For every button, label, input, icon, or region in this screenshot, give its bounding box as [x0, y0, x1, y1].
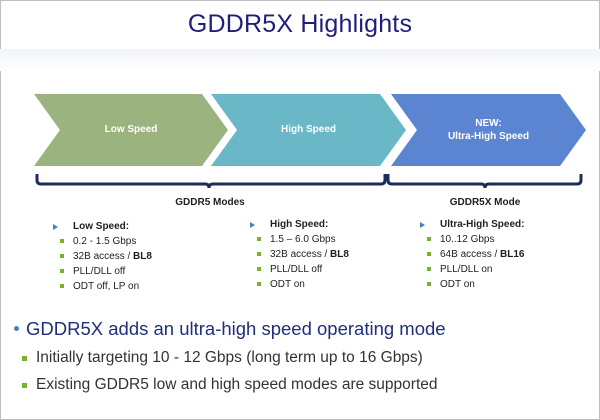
square-bullet-icon: [60, 239, 64, 243]
slide-title: GDDR5X Highlights: [187, 10, 413, 38]
column-high-speed: High Speed: 1.5 – 6.0 Gbps 32B access / …: [250, 219, 349, 292]
square-bullet-icon: [60, 284, 64, 288]
arrow-bullet-icon: [420, 222, 425, 228]
chevron-label-ultra-high-speed: NEW: Ultra-High Speed: [447, 118, 530, 142]
sub-bullet: Initially targeting 10 - 12 Gbps (long t…: [14, 349, 594, 367]
chevron-low-speed: [34, 94, 228, 166]
square-bullet-icon: [22, 356, 27, 361]
summary-bullets: GDDR5X adds an ultra-high speed operatin…: [14, 318, 594, 394]
column-low-speed: Low Speed: 0.2 - 1.5 Gbps 32B access / B…: [53, 221, 152, 294]
square-bullet-icon: [427, 267, 431, 271]
arrow-bullet-icon: [250, 222, 255, 228]
list-item: PLL/DLL on: [427, 262, 524, 277]
title-divider: [0, 49, 600, 71]
chevron-ultra-high-speed: [391, 94, 586, 166]
chevron-label-high-speed: High Speed: [280, 124, 336, 135]
square-bullet-icon: [257, 267, 261, 271]
list-item: ODT on: [427, 277, 524, 292]
list-item: PLL/DLL off: [257, 262, 349, 277]
square-bullet-icon: [257, 282, 261, 286]
brace-gddr5: [35, 174, 387, 189]
list-item: PLL/DLL off: [60, 264, 152, 279]
square-bullet-icon: [427, 252, 431, 256]
list-item: ODT off, LP on: [60, 279, 152, 294]
square-bullet-icon: [257, 237, 261, 241]
main-bullet: GDDR5X adds an ultra-high speed operatin…: [14, 318, 594, 340]
list-item: 64B access / BL16: [427, 247, 524, 262]
brace-gddr5x: [386, 174, 583, 189]
list-item: 10..12 Gbps: [427, 232, 524, 247]
list-item: 32B access / BL8: [60, 249, 152, 264]
arrow-bullet-icon: [53, 224, 58, 230]
square-bullet-icon: [22, 383, 27, 388]
column-ultra-high-speed: Ultra-High Speed: 10..12 Gbps 64B access…: [420, 219, 524, 292]
square-bullet-icon: [60, 254, 64, 258]
square-bullet-icon: [257, 252, 261, 256]
square-bullet-icon: [427, 237, 431, 241]
chevron-high-speed: [211, 94, 406, 166]
brace-label-gddr5x: GDDR5X Mode: [449, 197, 521, 208]
list-item: 32B access / BL8: [257, 247, 349, 262]
square-bullet-icon: [60, 269, 64, 273]
square-bullet-icon: [427, 282, 431, 286]
sub-bullet: Existing GDDR5 low and high speed modes …: [14, 376, 594, 394]
list-item: 0.2 - 1.5 Gbps: [60, 234, 152, 249]
list-item: ODT on: [257, 277, 349, 292]
round-bullet-icon: [14, 326, 19, 331]
chevron-label-low-speed: Low Speed: [104, 124, 158, 135]
list-item: 1.5 – 6.0 Gbps: [257, 232, 349, 247]
brace-label-gddr5: GDDR5 Modes: [175, 197, 245, 208]
